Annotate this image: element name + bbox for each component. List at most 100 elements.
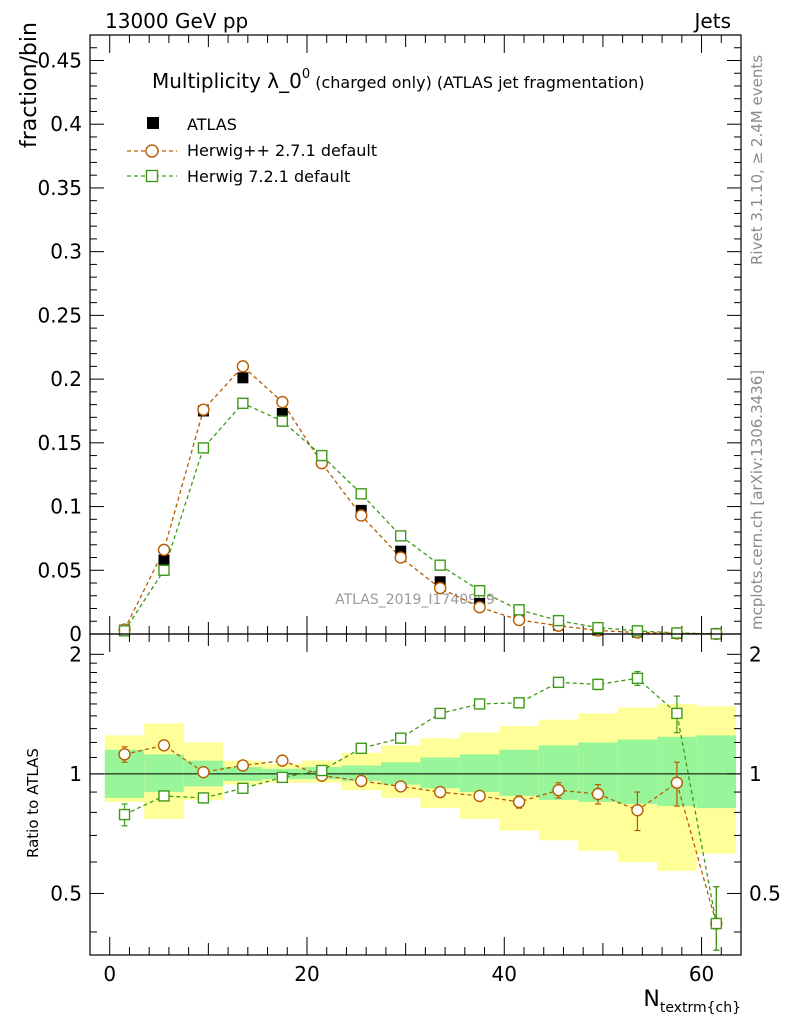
legend: ATLAS Herwig++ 2.7.1 default Herwig 7.2.…	[127, 115, 377, 186]
ratio-herwig7-point	[473, 698, 486, 710]
herwig7-point	[631, 625, 644, 637]
ratio-herwig7-point	[197, 792, 210, 804]
upper-y-tick-label: 0.2	[50, 367, 82, 391]
ratio-herwigpp-point	[670, 776, 684, 789]
x-tick-label: 40	[492, 962, 517, 986]
upper-y-tick-label: 0.4	[50, 112, 82, 136]
herwigpp-point	[157, 543, 171, 557]
ratio-herwig7-point	[316, 764, 328, 777]
upper-y-tick-label: 0	[69, 622, 82, 646]
herwig7-point	[158, 564, 170, 576]
herwigpp-point	[355, 509, 368, 522]
herwig7-point	[552, 614, 565, 627]
ratio-herwig7-point	[118, 808, 131, 821]
ratio-herwig7-point	[434, 707, 446, 720]
upper-y-tick-label: 0.1	[50, 495, 82, 519]
lower-plot-frame	[89, 633, 742, 956]
ratio-band-inner	[420, 757, 460, 789]
x-tick-label: 60	[689, 962, 714, 986]
herwigpp-point	[394, 551, 407, 564]
legend-herwig7-marker	[145, 169, 159, 183]
lower-y-ticks: 0.5 0.5 1 1 2 2	[50, 642, 781, 933]
herwig7-point	[276, 415, 289, 427]
legend-herwigpp-marker	[145, 144, 159, 158]
ratio-herwigpp-point	[631, 804, 644, 817]
ratio-herwigpp-point	[276, 754, 289, 767]
upper-y-axis-label: fraction/bin	[17, 22, 42, 148]
herwig7-point	[473, 584, 486, 597]
herwigpp-point	[236, 360, 250, 373]
ratio-band-inner	[696, 735, 737, 809]
ratio-herwigpp-point	[512, 795, 526, 809]
plot-title-superscript: 0	[302, 67, 310, 82]
upper-y-tick-label: 0.3	[50, 240, 82, 264]
x-axis-label-main: N	[643, 987, 659, 1012]
upper-y-tick-label: 0.05	[37, 558, 82, 582]
header-category-label: Jets	[693, 9, 731, 33]
ratio-herwigpp-point	[473, 789, 486, 803]
lower-y-tick-label: 0.5	[50, 881, 82, 905]
analysis-watermark: ATLAS_2019_I1740909	[335, 592, 495, 608]
herwig7-point	[316, 449, 328, 462]
x-tick-label: 20	[294, 962, 319, 986]
herwigpp-point	[276, 395, 289, 409]
ratio-uncertainty-bands	[104, 703, 737, 871]
legend-atlas-label: ATLAS	[187, 115, 237, 134]
atlas-data-point	[434, 576, 446, 588]
main-plot-panel: 0 0.05 0.1 0.15 0.2 0.25 0.3 0.35 0.4 0.45 ATLAS_…	[17, 22, 742, 646]
ratio-herwigpp-point	[236, 759, 250, 772]
ratio-herwig7-point	[355, 742, 367, 754]
ratio-herwig7-point	[592, 678, 604, 691]
ratio-plot-panel: 0.5 0.5 1 1 2 2 0 20 40 60 Ratio to ATLAS Ntextr…	[24, 633, 781, 1016]
ratio-herwigpp-point	[394, 780, 407, 793]
ratio-herwig7-point	[158, 790, 170, 802]
ratio-herwigpp-point	[591, 787, 605, 801]
ratio-series-line-circle	[124, 744, 717, 924]
upper-series-line-square	[123, 402, 717, 635]
ratio-series-line-square	[124, 677, 717, 924]
upper-series-line-circle	[123, 365, 717, 635]
ratio-band-inner	[459, 754, 500, 793]
upper-y-tick-label: 0.15	[37, 431, 82, 455]
lower-y-axis-label: Ratio to ATLAS	[24, 748, 42, 858]
upper-y-tick-label: 0.25	[37, 303, 82, 327]
ratio-herwig7-point	[237, 782, 249, 794]
atlas-data-point	[276, 408, 288, 420]
ratio-herwigpp-point	[197, 765, 210, 779]
x-tick-label: 0	[103, 962, 116, 986]
herwig7-point	[513, 604, 525, 616]
herwig7-point	[197, 442, 210, 454]
herwig7-point	[237, 397, 249, 410]
ratio-herwig7-point	[671, 707, 683, 720]
herwigpp-point	[433, 581, 447, 595]
header-energy-label: 13000 GeV pp	[105, 9, 248, 33]
ratio-band-inner	[144, 754, 184, 793]
ratio-herwig7-point	[552, 676, 565, 689]
ratio-herwig7-point	[513, 697, 525, 709]
legend-herwig7-label: Herwig 7.2.1 default	[187, 167, 350, 186]
ratio-band-inner	[341, 765, 381, 781]
rivet-version-label: Rivet 3.1.10, ≥ 2.4M events	[748, 55, 766, 265]
upper-y-tick-label: 0.35	[37, 176, 82, 200]
herwig7-point	[671, 627, 683, 639]
x-axis-label-sub: textrm{ch}	[660, 1000, 741, 1016]
upper-y-tick-label: 0.45	[37, 48, 82, 72]
herwig7-point	[592, 621, 604, 634]
upper-y-ticks: 0 0.05 0.1 0.15 0.2 0.25 0.3 0.35 0.4 0.45	[37, 47, 741, 646]
lower-y-tick-label-right: 0.5	[749, 881, 781, 905]
x-axis-label: Ntextrm{ch}	[643, 987, 741, 1016]
ratio-herwigpp-point	[118, 748, 131, 761]
ratio-herwigpp-point	[355, 774, 368, 788]
ratio-band-inner	[499, 749, 539, 796]
plot-title-main: Multiplicity λ_0	[152, 69, 302, 93]
lower-y-tick-label: 2	[69, 642, 82, 666]
herwigpp-point	[512, 613, 526, 627]
herwig7-point	[434, 559, 446, 571]
plot-title-rest: (charged only) (ATLAS jet fragmentation)	[310, 73, 644, 92]
lower-series-group	[118, 670, 723, 951]
legend-atlas-marker	[147, 117, 159, 129]
ratio-herwig7-point	[631, 672, 644, 685]
lower-x-ticks: 0 20 40 60	[103, 634, 742, 986]
legend-herwigpp-label: Herwig++ 2.7.1 default	[187, 141, 377, 160]
